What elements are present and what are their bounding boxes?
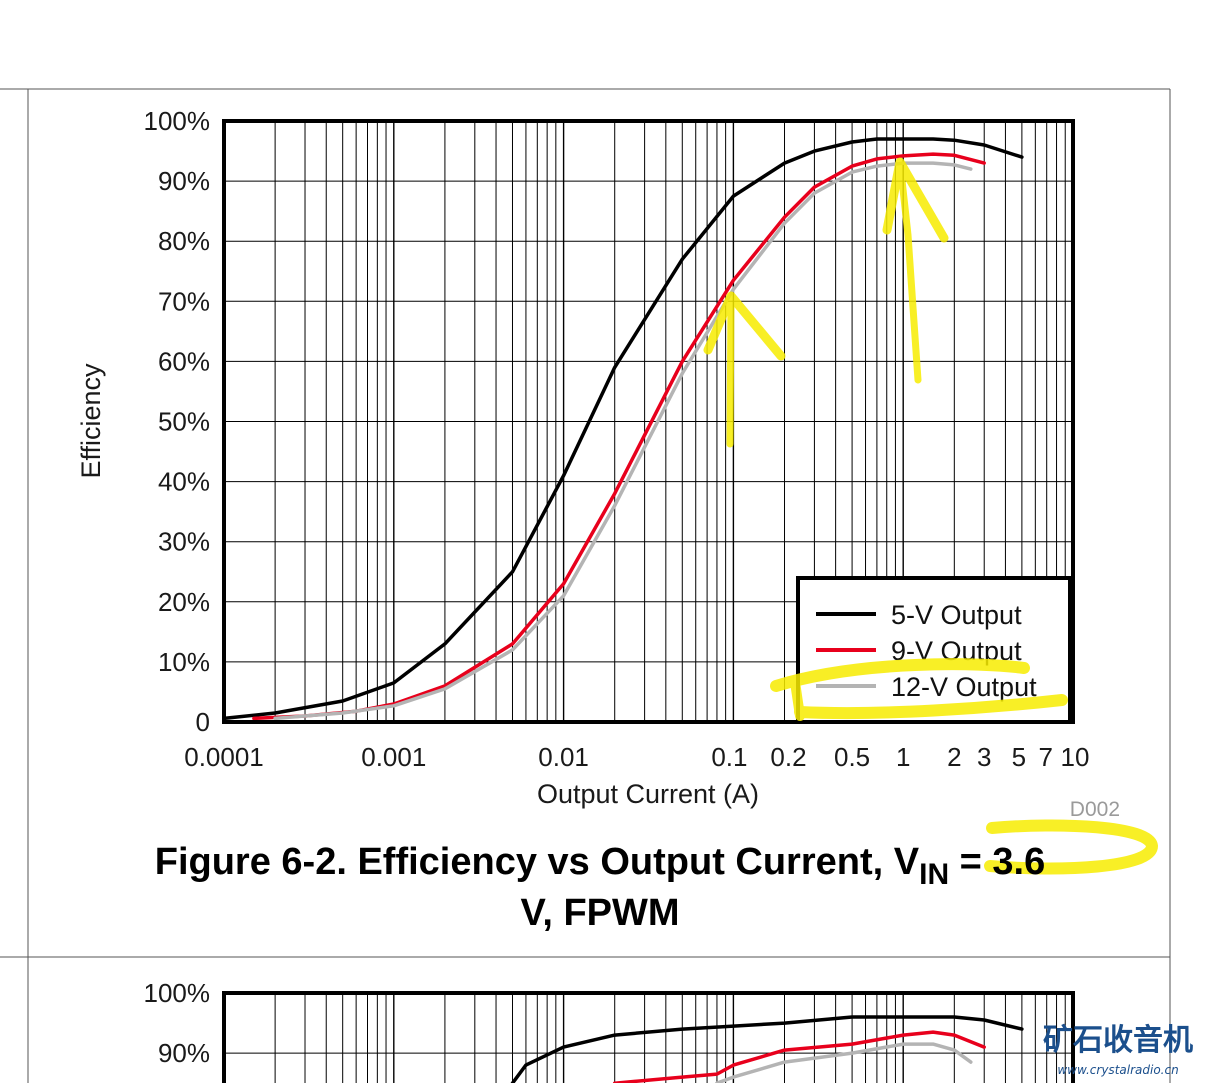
y-tick-label: 50% [158,407,210,437]
y-tick-label: 90% [158,166,210,196]
series-line-12-v-output [273,161,973,721]
chart-2-grid [224,993,1073,1083]
document-frame [0,88,1171,1083]
x-tick-label: 5 [1012,742,1026,772]
x-tick-label: 0.2 [770,742,806,772]
figure-caption-line-2: V, FPWM [520,892,679,934]
x-tick-label: 1 [896,742,910,772]
series-line-12-v-output [715,1042,973,1083]
chart-2-y-tick-labels: 100% 90% [144,978,211,1068]
watermark-url: www.crystalradio.cn [1057,1063,1178,1077]
legend-highlight [770,658,1068,720]
chart-1-x-tick-labels: 0.0001 0.001 0.01 0.1 0.2 0.5 1 2 3 5 7 10 [184,742,1089,772]
legend-label-12v: 12-V Output [891,672,1037,702]
x-tick-label: 2 [947,742,961,772]
y-tick-label: 0 [196,707,210,737]
chart-2-plot-frame [222,991,1075,1083]
series-line-5-v-output [222,137,1024,721]
chart-1-y-tick-labels: 0 10% 20% 30% 40% 50% 60% 70% 80% 90% 100% [144,106,211,737]
x-tick-label: 10 [1061,742,1090,772]
caption-highlight [984,819,1158,875]
y-tick-label: 40% [158,467,210,497]
y-tick-label: 10% [158,647,210,677]
x-tick-label: 0.0001 [184,742,264,772]
y-tick-label: 70% [158,286,210,316]
x-tick-label: 0.5 [834,742,870,772]
arrow-annotation-0.1A [726,292,735,448]
series-line-5-v-output [510,1015,1024,1083]
watermark: 矿石收音机 www.crystalradio.cn [1043,1023,1193,1077]
legend-highlight-mark [790,677,805,721]
x-tick-label: 7 [1038,742,1052,772]
x-tick-label: 0.01 [538,742,589,772]
figure-caption-line-1: Figure 6-2. Efficiency vs Output Current… [155,841,1046,891]
y-tick-label: 20% [158,587,210,617]
arrow-annotation-1A [896,158,922,384]
y-tick-label: 100% [144,106,211,136]
watermark-logo-text: 矿石收音机 [1043,1023,1193,1058]
highlighter-annotations [703,157,1158,875]
chart-1-plot-frame [222,119,1075,724]
chart-2-series [510,1015,1024,1083]
figure-id: D002 [1070,798,1120,821]
arrowhead-annotation-0.1A [703,291,786,361]
y-tick-label: 30% [158,527,210,557]
x-tick-label: 0.001 [361,742,426,772]
y-axis-label: Efficiency [76,363,106,479]
arrowhead-annotation-1A [882,157,949,243]
y-tick-label: 90% [158,1038,210,1068]
x-axis-label: Output Current (A) [537,779,759,809]
chart-1-series [222,137,1024,721]
legend-label-5v: 5-V Output [891,600,1022,630]
x-tick-label: 3 [977,742,991,772]
y-tick-label: 100% [144,978,211,1008]
series-line-9-v-output [612,1030,986,1083]
y-tick-label: 60% [158,346,210,376]
x-tick-label: 0.1 [711,742,747,772]
y-tick-label: 80% [158,226,210,256]
